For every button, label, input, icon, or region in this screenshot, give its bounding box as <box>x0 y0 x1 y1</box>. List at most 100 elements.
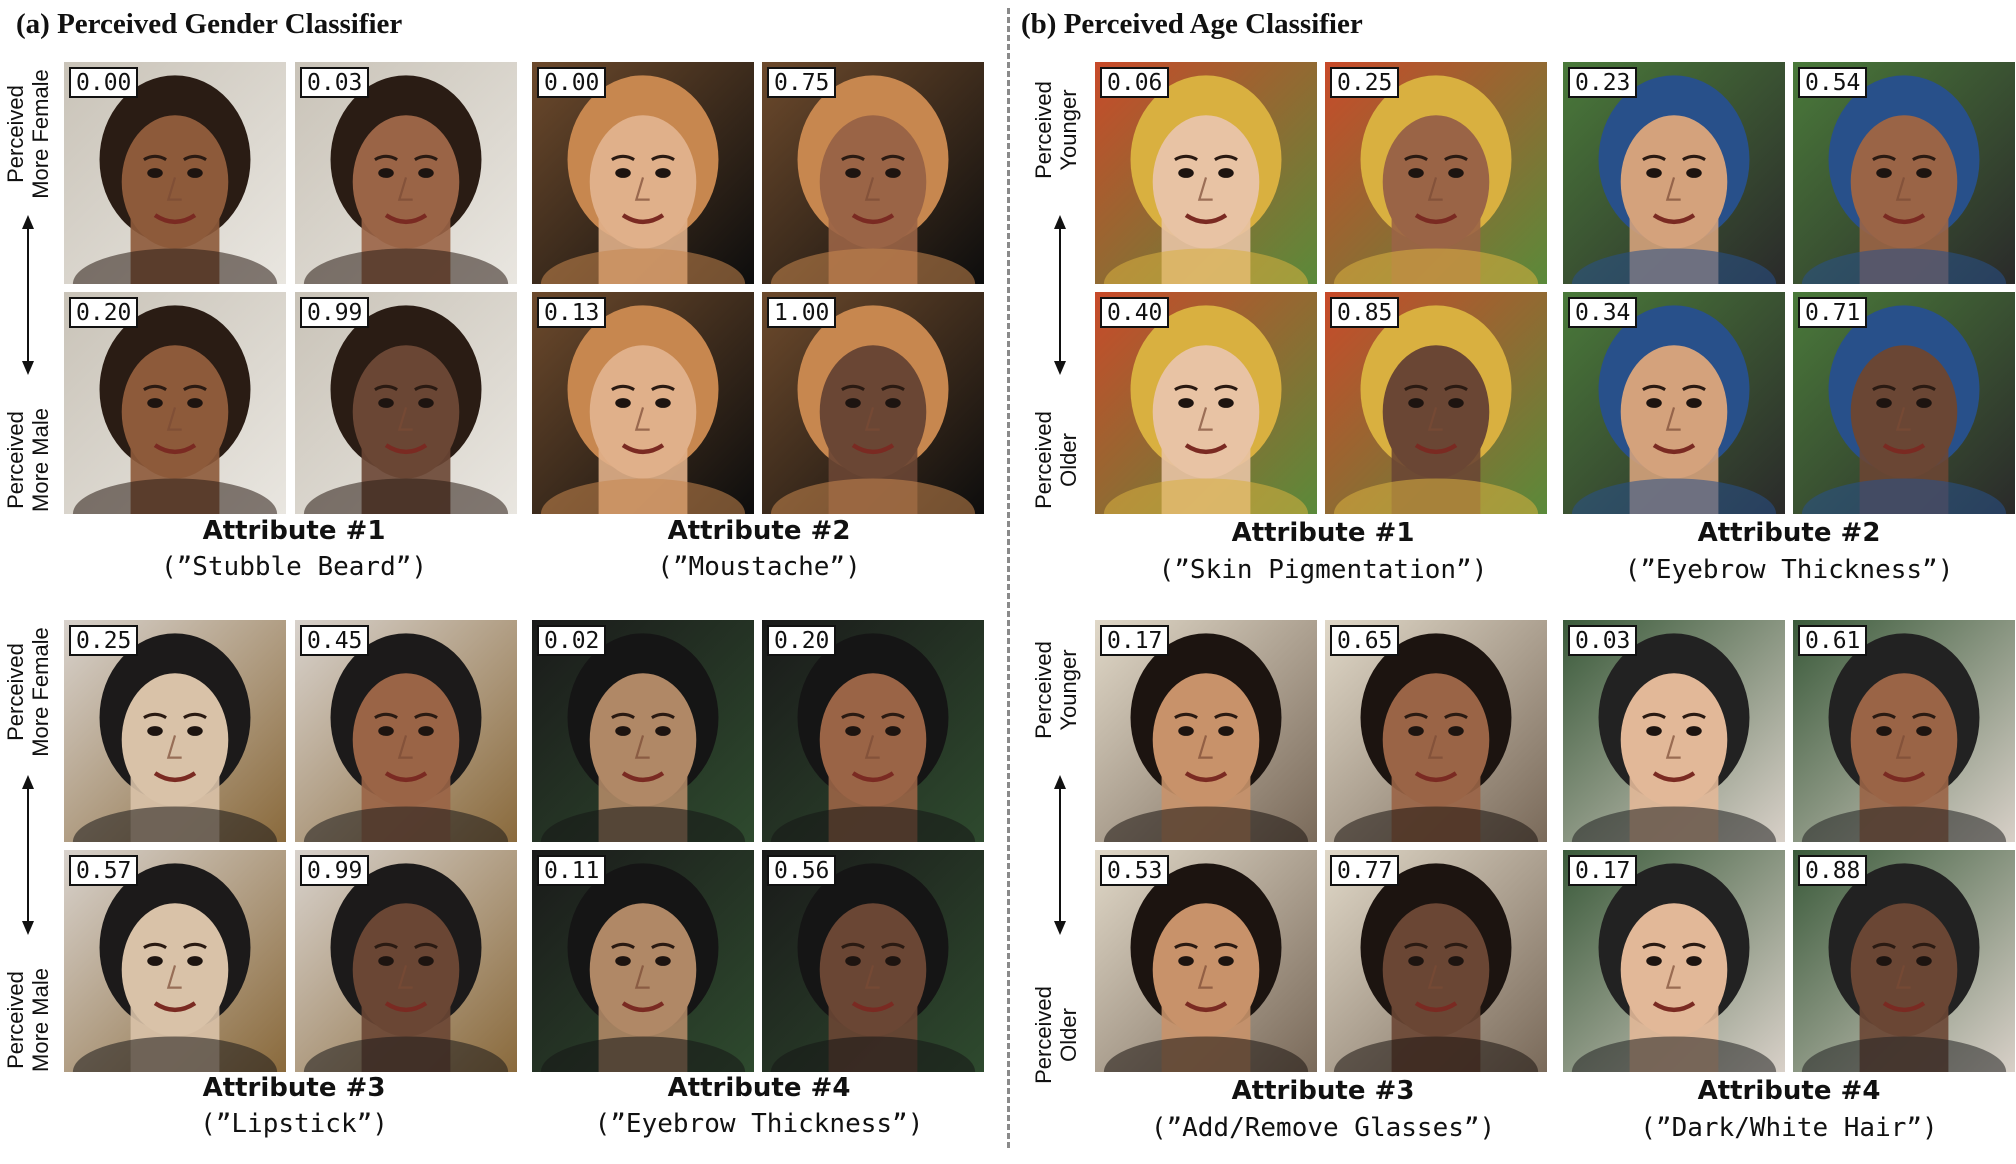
classifier-score-badge: 0.00 <box>537 67 607 98</box>
attribute-name: Attribute #2 <box>667 516 851 546</box>
classifier-score-badge: 0.03 <box>1568 625 1638 656</box>
face-image <box>1325 850 1547 1072</box>
face-image-cell: 0.77 <box>1325 850 1547 1072</box>
face-image <box>762 620 984 842</box>
face-image-cell: 0.11 <box>532 850 754 1072</box>
face-image-cell: 0.03 <box>1563 620 1785 842</box>
face-image-cell: 0.85 <box>1325 292 1547 514</box>
face-image <box>1793 62 2015 284</box>
face-image-cell: 0.02 <box>532 620 754 842</box>
classifier-score-badge: 0.13 <box>537 297 607 328</box>
face-image <box>1793 292 2015 514</box>
classifier-score-badge: 1.00 <box>767 297 837 328</box>
face-image-cell: 0.56 <box>762 850 984 1072</box>
face-image-cell: 0.17 <box>1563 850 1785 1072</box>
panel-divider <box>1007 8 1010 1148</box>
face-image-cell: 0.57 <box>64 850 286 1072</box>
face-image <box>1793 850 2015 1072</box>
attribute-description: (”Dark/White Hair”) <box>1640 1113 1938 1143</box>
face-image <box>1095 292 1317 514</box>
gender-panel-title: (a) Perceived Gender Classifier <box>16 8 403 40</box>
attribute-description: (”Eyebrow Thickness”) <box>594 1109 924 1139</box>
classifier-score-badge: 0.23 <box>1568 67 1638 98</box>
double-arrow-icon <box>18 215 38 375</box>
face-image-cell: 0.53 <box>1095 850 1317 1072</box>
side-label-more-male: Perceived More Male <box>3 968 54 1072</box>
face-image <box>295 620 517 842</box>
attribute-name: Attribute #4 <box>667 1073 851 1103</box>
classifier-score-badge: 0.53 <box>1100 855 1170 886</box>
attribute-description: (”Skin Pigmentation”) <box>1158 555 1488 585</box>
attribute-description: (”Eyebrow Thickness”) <box>1624 555 1954 585</box>
attribute-description: (”Add/Remove Glasses”) <box>1150 1113 1496 1143</box>
side-label-more-female: Perceived More Female <box>3 627 53 757</box>
classifier-score-badge: 0.54 <box>1798 67 1868 98</box>
face-image-cell: 0.03 <box>295 62 517 284</box>
face-image <box>532 62 754 284</box>
face-image <box>762 62 984 284</box>
side-label-more-male: Perceived More Male <box>3 408 54 512</box>
face-image-cell: 0.99 <box>295 850 517 1072</box>
face-image <box>295 292 517 514</box>
face-image <box>295 62 517 284</box>
face-image <box>295 850 517 1072</box>
face-image-cell: 0.20 <box>64 292 286 514</box>
face-image-cell: 0.13 <box>532 292 754 514</box>
face-image <box>1563 620 1785 842</box>
face-image <box>1325 62 1547 284</box>
classifier-score-badge: 0.65 <box>1330 625 1400 656</box>
face-image <box>532 620 754 842</box>
face-image-cell: 1.00 <box>762 292 984 514</box>
face-image <box>1095 850 1317 1072</box>
face-image <box>1325 620 1547 842</box>
face-image <box>64 850 286 1072</box>
face-image <box>64 292 286 514</box>
face-image-cell: 0.45 <box>295 620 517 842</box>
face-image-cell: 0.00 <box>532 62 754 284</box>
classifier-score-badge: 0.20 <box>767 625 837 656</box>
face-image-cell: 0.23 <box>1563 62 1785 284</box>
classifier-score-badge: 0.17 <box>1100 625 1170 656</box>
classifier-score-badge: 0.20 <box>69 297 139 328</box>
classifier-score-badge: 0.03 <box>300 67 370 98</box>
double-arrow-icon <box>1050 775 1070 935</box>
classifier-score-badge: 0.75 <box>767 67 837 98</box>
classifier-score-badge: 0.99 <box>300 297 370 328</box>
attribute-description: (”Stubble Beard”) <box>160 552 428 582</box>
double-arrow-icon <box>1050 215 1070 375</box>
classifier-score-badge: 0.17 <box>1568 855 1638 886</box>
face-image-cell: 0.88 <box>1793 850 2015 1072</box>
side-label-older: Perceived Older <box>1031 411 1081 509</box>
face-image <box>532 850 754 1072</box>
face-image <box>1095 620 1317 842</box>
classifier-score-badge: 0.56 <box>767 855 837 886</box>
side-label-more-female: Perceived More Female <box>3 69 53 199</box>
attribute-name: Attribute #2 <box>1697 518 1881 548</box>
classifier-score-badge: 0.25 <box>1330 67 1400 98</box>
classifier-score-badge: 0.00 <box>69 67 139 98</box>
face-image-cell: 0.25 <box>64 620 286 842</box>
classifier-score-badge: 0.02 <box>537 625 607 656</box>
face-image <box>1793 620 2015 842</box>
face-image <box>532 292 754 514</box>
face-image-cell: 0.40 <box>1095 292 1317 514</box>
face-image <box>1563 62 1785 284</box>
classifier-score-badge: 0.34 <box>1568 297 1638 328</box>
classifier-score-badge: 0.85 <box>1330 297 1400 328</box>
attribute-name: Attribute #3 <box>1231 1076 1415 1106</box>
face-image <box>1095 62 1317 284</box>
attribute-name: Attribute #1 <box>1231 518 1415 548</box>
classifier-score-badge: 0.45 <box>300 625 370 656</box>
side-label-younger: Perceived Younger <box>1031 641 1081 739</box>
face-image <box>1563 850 1785 1072</box>
face-image-cell: 0.06 <box>1095 62 1317 284</box>
classifier-score-badge: 0.77 <box>1330 855 1400 886</box>
face-image-cell: 0.34 <box>1563 292 1785 514</box>
face-image-cell: 0.65 <box>1325 620 1547 842</box>
face-image-cell: 0.61 <box>1793 620 2015 842</box>
face-image <box>762 292 984 514</box>
attribute-description: (”Moustache”) <box>657 552 861 582</box>
face-image-cell: 0.54 <box>1793 62 2015 284</box>
age-panel-title: (b) Perceived Age Classifier <box>1021 8 1363 40</box>
classifier-score-badge: 0.40 <box>1100 297 1170 328</box>
